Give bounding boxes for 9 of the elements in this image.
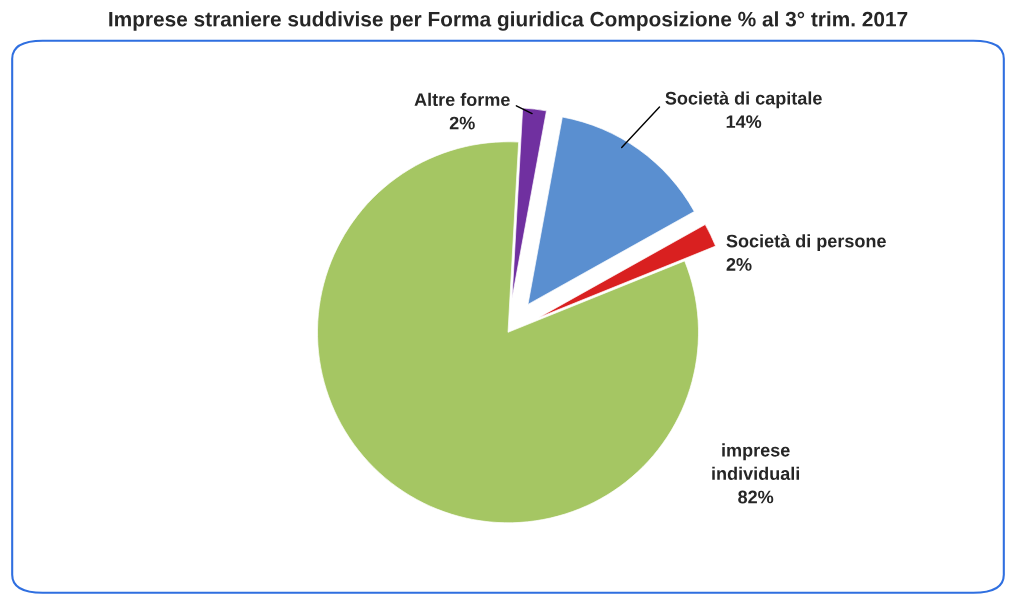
slice-label: imprese individuali xyxy=(712,443,800,481)
data-label: 14% xyxy=(726,115,762,128)
slice-label: Altre forme xyxy=(414,92,510,107)
data-label: 82% xyxy=(738,490,774,504)
data-label: 2% xyxy=(726,258,752,271)
chart-title: Imprese straniere suddivise per Forma giuridica Composizione % al 3° trim. 2017 xyxy=(109,11,908,31)
slice-label: Società di persone xyxy=(726,234,886,252)
data-label: 2% xyxy=(449,116,475,130)
slice-label: Società di capitale xyxy=(665,91,822,109)
